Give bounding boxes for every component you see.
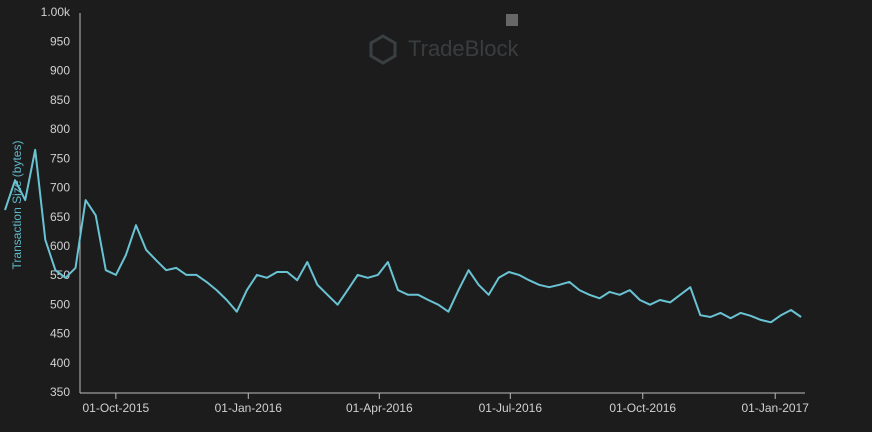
y-axis-label: Transaction Size (bytes) bbox=[10, 141, 24, 270]
y-tick-label: 500 bbox=[50, 297, 70, 311]
x-tick-label: 01-Jan-2017 bbox=[742, 401, 810, 415]
x-tick-label: 01-Apr-2016 bbox=[346, 401, 413, 415]
x-tick-label: 01-Jan-2016 bbox=[215, 401, 283, 415]
y-tick-label: 900 bbox=[50, 64, 70, 78]
y-tick-label: 350 bbox=[50, 385, 70, 399]
y-tick-label: 950 bbox=[50, 34, 70, 48]
x-tick-label: 01-Oct-2015 bbox=[83, 401, 150, 415]
x-tick-label: 01-Oct-2016 bbox=[609, 401, 676, 415]
y-tick-label: 850 bbox=[50, 93, 70, 107]
y-tick-label: 650 bbox=[50, 210, 70, 224]
watermark-logo bbox=[369, 34, 397, 65]
y-tick-label: 400 bbox=[50, 356, 70, 370]
y-tick-label: 600 bbox=[50, 239, 70, 253]
y-tick-label: 450 bbox=[50, 327, 70, 341]
data-line bbox=[4, 148, 802, 324]
watermark: TradeBlock bbox=[408, 36, 519, 61]
menu-icon[interactable] bbox=[506, 14, 518, 26]
y-tick-label: 800 bbox=[50, 122, 70, 136]
x-tick-label: 01-Jul-2016 bbox=[479, 401, 543, 415]
y-tick-label: 750 bbox=[50, 151, 70, 165]
y-tick-label: 700 bbox=[50, 181, 70, 195]
y-tick-label: 1.00k bbox=[41, 5, 71, 19]
